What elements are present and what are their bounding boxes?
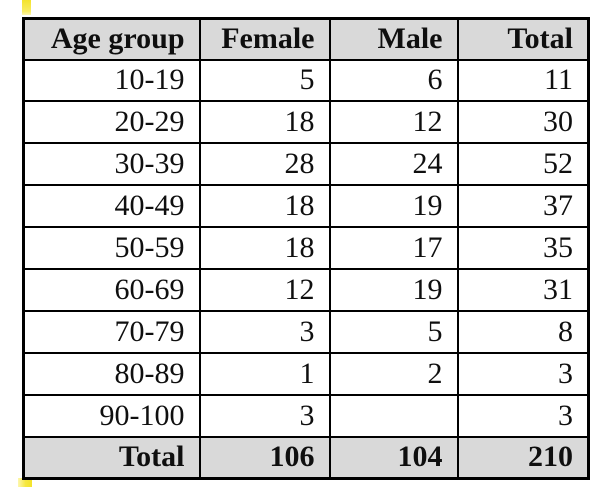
table-row: 40-49 18 19 37	[22, 184, 590, 229]
cell-female: 18	[198, 100, 331, 145]
cell-male: 6	[328, 58, 459, 103]
total-overall: 210	[456, 435, 590, 480]
cell-total: 3	[456, 351, 590, 396]
column-header-age-group: Age group	[22, 17, 201, 61]
cell-total: 52	[456, 142, 590, 187]
total-row-label: Total	[22, 435, 201, 480]
cell-age-group: 60-69	[22, 267, 201, 312]
cell-total: 31	[456, 267, 590, 312]
yellow-highlight-marker-bottom	[18, 478, 32, 487]
cell-total: 30	[456, 100, 590, 145]
age-distribution-table: Age group Female Male Total 10-19 5 6 11…	[22, 17, 590, 480]
cell-male: 19	[328, 267, 459, 312]
cell-male: 2	[328, 351, 459, 396]
table-row: 20-29 18 12 30	[22, 100, 590, 145]
cell-total: 35	[456, 226, 590, 270]
cell-age-group: 80-89	[22, 351, 201, 396]
table-row: 70-79 3 5 8	[22, 309, 590, 354]
table-total-row: Total 106 104 210	[22, 435, 590, 480]
cell-male: 19	[328, 184, 459, 229]
cell-female: 1	[198, 351, 331, 396]
cell-age-group: 40-49	[22, 184, 201, 229]
cell-male: 12	[328, 100, 459, 145]
cell-male: 24	[328, 142, 459, 187]
column-header-female: Female	[198, 17, 331, 61]
cell-age-group: 90-100	[22, 393, 201, 438]
cell-total: 11	[456, 58, 590, 103]
cell-age-group: 30-39	[22, 142, 201, 187]
table-row: 50-59 18 17 35	[22, 226, 590, 270]
cell-total: 3	[456, 393, 590, 438]
cell-female: 18	[198, 184, 331, 229]
column-header-total: Total	[456, 17, 590, 61]
cell-female: 18	[198, 226, 331, 270]
table-row: 10-19 5 6 11	[22, 58, 590, 103]
table-row: 80-89 1 2 3	[22, 351, 590, 396]
cell-age-group: 10-19	[22, 58, 201, 103]
table-header-row: Age group Female Male Total	[22, 17, 590, 61]
cell-age-group: 50-59	[22, 226, 201, 270]
total-male: 104	[328, 435, 459, 480]
cell-total: 37	[456, 184, 590, 229]
table-row: 90-100 3 3	[22, 393, 590, 438]
cell-male: 5	[328, 309, 459, 354]
yellow-highlight-marker-top	[22, 0, 31, 15]
table-row: 60-69 12 19 31	[22, 267, 590, 312]
cell-age-group: 20-29	[22, 100, 201, 145]
cell-total: 8	[456, 309, 590, 354]
column-header-male: Male	[328, 17, 459, 61]
cell-female: 5	[198, 58, 331, 103]
cell-female: 3	[198, 309, 331, 354]
total-female: 106	[198, 435, 331, 480]
cell-male: 17	[328, 226, 459, 270]
cell-female: 3	[198, 393, 331, 438]
cell-age-group: 70-79	[22, 309, 201, 354]
cell-female: 28	[198, 142, 331, 187]
cell-male	[328, 393, 459, 438]
cell-female: 12	[198, 267, 331, 312]
table-row: 30-39 28 24 52	[22, 142, 590, 187]
